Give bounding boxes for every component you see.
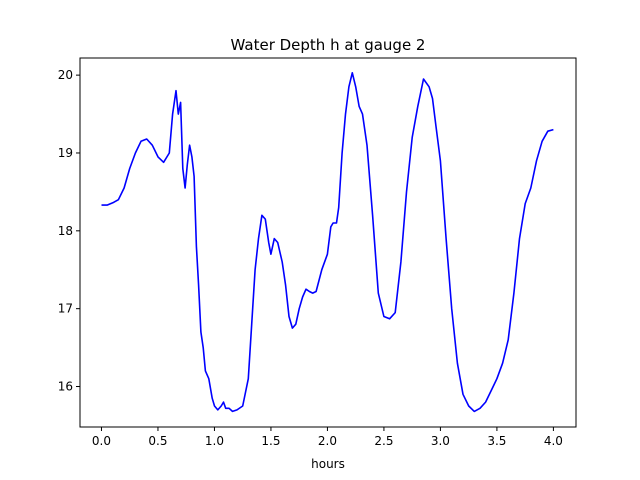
- y-tick-label: 16: [58, 380, 73, 394]
- x-tick-label: 0.5: [148, 434, 167, 448]
- chart-title: Water Depth h at gauge 2: [231, 36, 426, 54]
- x-axis: 0.0 0.5 1.0 1.5 2.0 2.5 3.0 3.5 4.0: [92, 427, 563, 448]
- x-tick-label: 3.0: [431, 434, 450, 448]
- x-tick-label: 4.0: [544, 434, 563, 448]
- plot-area: [79, 57, 577, 428]
- y-tick-label: 18: [58, 224, 73, 238]
- plot-frame: [79, 57, 577, 428]
- y-tick-label: 17: [58, 302, 73, 316]
- y-tick-label: 19: [58, 146, 73, 160]
- x-tick-label: 3.5: [487, 434, 506, 448]
- x-tick-label: 1.5: [261, 434, 280, 448]
- series-line-0: [101, 72, 554, 413]
- y-axis: 16 17 18 19 20: [58, 68, 80, 394]
- x-tick-label: 0.0: [92, 434, 111, 448]
- y-tick-label: 20: [58, 68, 73, 82]
- x-tick-label: 1.0: [205, 434, 224, 448]
- x-tick-label: 2.0: [318, 434, 337, 448]
- x-tick-label: 2.5: [374, 434, 393, 448]
- x-axis-label: hours: [311, 457, 345, 471]
